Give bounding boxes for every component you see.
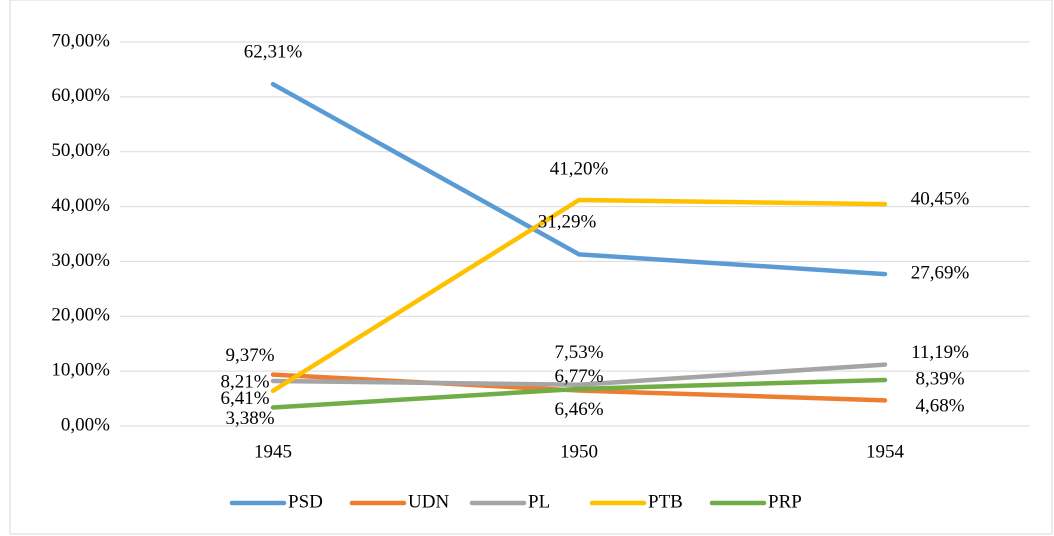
data-label: 6,41% (220, 388, 269, 409)
y-tick-label: 0,00% (61, 414, 110, 435)
line-series (270, 377, 888, 410)
data-label: 6,46% (554, 399, 603, 420)
legend-label: UDN (408, 491, 449, 512)
data-label: 9,37% (225, 345, 274, 366)
y-tick-label: 70,00% (51, 30, 110, 51)
x-tick-label: 1950 (560, 441, 598, 462)
data-label: 7,53% (554, 342, 603, 363)
y-tick-label: 10,00% (51, 360, 110, 381)
data-label: 8,39% (915, 368, 964, 389)
line-series (270, 81, 888, 277)
chart-border (9, 0, 1053, 535)
data-label: 27,69% (911, 262, 970, 283)
y-tick-label: 50,00% (51, 140, 110, 161)
legend-label: PL (528, 491, 550, 512)
data-label: 31,29% (538, 212, 597, 233)
data-label: 62,31% (244, 42, 303, 63)
data-label: 8,21% (220, 371, 269, 392)
legend-label: PTB (648, 491, 683, 512)
legend-label: PRP (768, 491, 802, 512)
y-tick-label: 20,00% (51, 305, 110, 326)
data-label: 11,19% (911, 342, 969, 363)
x-tick-label: 1945 (254, 441, 292, 462)
legend-label: PSD (288, 491, 323, 512)
x-tick-label: 1954 (866, 441, 905, 462)
data-label: 3,38% (225, 408, 274, 429)
y-tick-label: 30,00% (51, 250, 110, 271)
data-label: 6,77% (554, 366, 603, 387)
data-label: 40,45% (911, 188, 970, 209)
line-series (270, 197, 888, 394)
data-label: 4,68% (915, 396, 964, 417)
line-series (270, 362, 888, 387)
y-tick-label: 40,00% (51, 195, 110, 216)
y-tick-label: 60,00% (51, 85, 110, 106)
data-label: 41,20% (550, 158, 609, 179)
